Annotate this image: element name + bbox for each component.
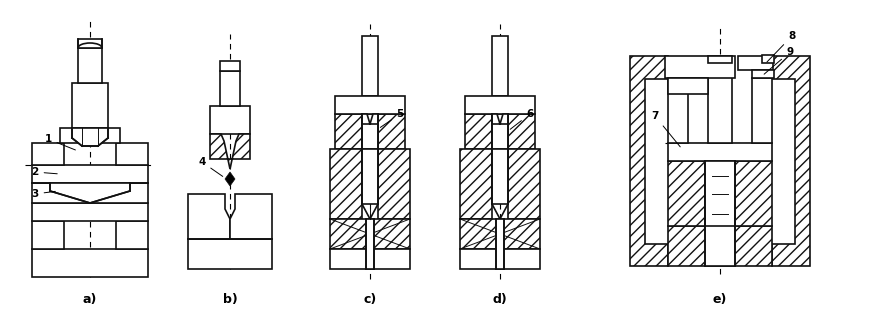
Bar <box>496 219 504 269</box>
Bar <box>460 149 492 219</box>
Bar <box>330 149 362 219</box>
Text: 9: 9 <box>764 47 794 74</box>
Bar <box>508 149 540 219</box>
Text: 3: 3 <box>31 189 55 199</box>
Bar <box>366 219 374 269</box>
Bar <box>665 56 735 78</box>
Bar <box>460 249 540 269</box>
Polygon shape <box>188 194 230 239</box>
Polygon shape <box>772 56 810 266</box>
Polygon shape <box>492 114 508 124</box>
Polygon shape <box>50 183 130 203</box>
Bar <box>668 143 772 161</box>
Bar <box>116 221 148 249</box>
Bar <box>492 114 508 149</box>
Bar <box>668 161 705 226</box>
Bar <box>708 56 732 63</box>
Bar <box>362 36 378 96</box>
Bar <box>32 165 148 183</box>
Bar <box>60 128 120 143</box>
Bar <box>752 78 772 143</box>
Bar <box>335 96 405 114</box>
Text: b): b) <box>223 293 237 306</box>
Text: 2: 2 <box>31 167 57 177</box>
Bar <box>465 114 492 149</box>
Bar <box>72 83 108 128</box>
Bar <box>705 211 735 266</box>
Bar <box>735 161 772 226</box>
Bar <box>32 249 148 277</box>
Text: 8: 8 <box>767 31 796 62</box>
Text: c): c) <box>363 293 377 306</box>
Text: 1: 1 <box>44 134 75 150</box>
Bar <box>508 114 535 149</box>
Polygon shape <box>72 128 108 146</box>
Polygon shape <box>362 114 378 124</box>
Bar <box>492 149 508 204</box>
Bar <box>330 219 410 249</box>
Bar <box>78 48 102 83</box>
Bar <box>668 226 772 266</box>
Text: 5: 5 <box>380 109 404 128</box>
Polygon shape <box>225 172 235 186</box>
Bar <box>762 55 774 63</box>
Bar <box>32 143 64 165</box>
Bar <box>188 239 272 269</box>
Text: 6: 6 <box>511 109 534 129</box>
Text: 7: 7 <box>651 111 680 147</box>
Bar <box>32 203 148 221</box>
Text: e): e) <box>713 293 727 306</box>
Bar <box>705 161 735 226</box>
Bar <box>220 61 240 71</box>
Bar <box>116 143 148 165</box>
Polygon shape <box>210 134 250 169</box>
Bar <box>32 183 148 203</box>
Bar <box>465 96 535 114</box>
Bar <box>460 219 540 249</box>
Bar <box>362 149 378 204</box>
Bar <box>708 63 732 143</box>
Polygon shape <box>230 194 272 239</box>
Bar <box>335 114 362 149</box>
Bar <box>668 78 688 143</box>
Text: a): a) <box>83 293 97 306</box>
Bar <box>362 114 378 149</box>
Text: 4: 4 <box>198 157 223 176</box>
Bar <box>78 39 102 48</box>
Bar <box>738 56 773 70</box>
Bar <box>378 114 405 149</box>
Bar <box>330 249 410 269</box>
Bar <box>492 36 508 96</box>
Bar <box>378 149 410 219</box>
Bar <box>32 221 64 249</box>
Bar <box>220 71 240 106</box>
Bar <box>210 106 250 134</box>
Bar <box>668 78 708 94</box>
Text: d): d) <box>493 293 507 306</box>
Polygon shape <box>630 56 668 266</box>
Bar <box>752 70 774 78</box>
